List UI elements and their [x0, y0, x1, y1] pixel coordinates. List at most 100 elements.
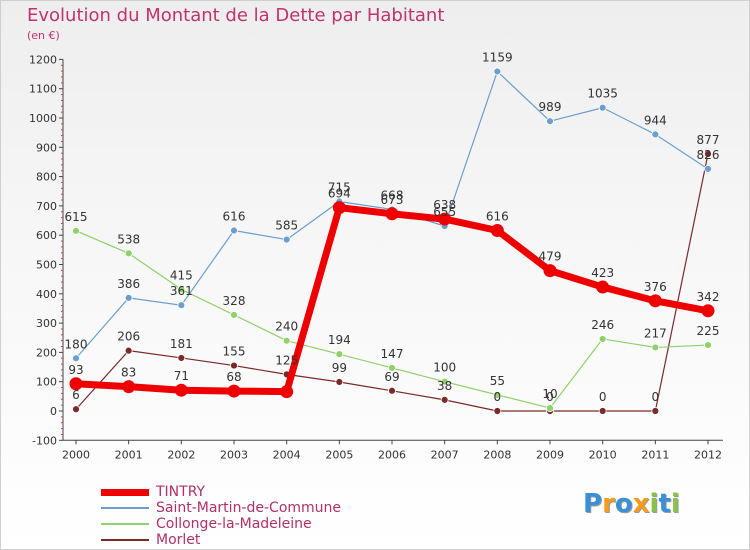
x-tick-label: 2007	[431, 448, 459, 461]
data-label: 206	[117, 330, 140, 344]
data-label: 0	[652, 390, 660, 404]
data-label: 415	[170, 268, 193, 282]
logo-letter: P	[583, 489, 603, 519]
y-tick-label: 700	[36, 200, 57, 213]
data-point	[543, 264, 557, 278]
data-point	[704, 150, 712, 158]
y-tick-label: 0	[50, 405, 57, 418]
legend-swatch	[101, 488, 149, 496]
data-label: 225	[697, 324, 720, 338]
data-point	[174, 383, 188, 397]
data-point	[124, 294, 133, 302]
data-label: 715	[328, 181, 351, 195]
y-tick-label: 300	[36, 317, 57, 330]
data-label: 826	[697, 148, 720, 162]
data-label: 0	[546, 390, 554, 404]
legend-swatch	[101, 507, 149, 509]
data-point	[69, 377, 83, 391]
data-label: 217	[644, 326, 667, 340]
data-point	[546, 404, 554, 412]
y-tick-label: 800	[36, 171, 57, 184]
data-label: 55	[490, 374, 505, 388]
legend-swatch	[101, 539, 149, 541]
data-point	[124, 346, 133, 355]
data-label: 1159	[482, 50, 513, 64]
data-label: 1035	[587, 87, 618, 101]
data-point	[704, 341, 712, 349]
data-point	[493, 407, 502, 415]
data-label: 93	[68, 363, 83, 377]
data-label: 386	[117, 277, 140, 291]
x-tick-label: 2009	[536, 448, 564, 461]
data-label: 423	[591, 266, 614, 280]
data-label: 989	[539, 100, 562, 114]
y-tick-label: 600	[36, 229, 57, 242]
data-label: 6	[72, 388, 80, 402]
data-point	[72, 354, 80, 363]
data-point	[385, 207, 399, 221]
data-label: 479	[539, 250, 562, 264]
data-point	[388, 364, 396, 372]
data-point	[335, 350, 344, 359]
y-tick-label: 200	[36, 346, 57, 359]
data-label: 83	[121, 366, 136, 380]
y-tick-label: 1100	[29, 83, 57, 96]
y-tick-label: 1000	[29, 112, 57, 125]
data-point	[177, 285, 186, 294]
logo-letter: i	[649, 489, 659, 519]
data-label: 616	[486, 210, 509, 224]
data-point	[282, 336, 291, 345]
data-point	[280, 385, 294, 399]
data-label: 694	[328, 187, 351, 201]
legend-label: Saint-Martin-de-Commune	[156, 500, 342, 516]
logo-letter: t	[658, 489, 671, 519]
legend-label: TINTRY	[156, 484, 206, 500]
data-point	[438, 212, 452, 226]
data-label: 585	[275, 219, 298, 233]
x-tick-label: 2008	[483, 448, 511, 461]
data-label: 99	[332, 361, 347, 375]
x-tick-label: 2002	[167, 448, 195, 461]
logo-letter: i	[670, 489, 680, 519]
data-point	[598, 335, 607, 343]
data-point	[648, 294, 662, 308]
data-label: 361	[170, 284, 193, 298]
data-label: 376	[644, 280, 667, 294]
x-tick-label: 2004	[273, 448, 301, 461]
data-point	[598, 407, 607, 415]
x-tick-label: 2010	[589, 448, 617, 461]
x-tick-label: 2006	[378, 448, 406, 461]
y-tick-label: 900	[36, 141, 57, 154]
data-point	[122, 380, 136, 394]
data-point	[546, 117, 554, 126]
data-label: 944	[644, 113, 667, 127]
data-point	[440, 395, 449, 404]
data-label: 147	[381, 347, 404, 361]
data-label: 69	[384, 370, 399, 384]
chart-subtitle: (en €)	[27, 29, 60, 42]
logo-letter: o	[614, 489, 633, 519]
x-tick-label: 2000	[62, 448, 90, 461]
data-point	[651, 130, 660, 139]
line-chart: -100010020030040050060070080090010001100…	[29, 50, 723, 461]
y-tick-label: -100	[32, 434, 57, 447]
data-point	[701, 304, 715, 318]
data-label: 71	[174, 369, 189, 383]
proxiti-logo: Proxiti	[583, 489, 680, 519]
data-label: 655	[433, 205, 456, 219]
data-label: 155	[223, 345, 246, 359]
data-label: 240	[275, 320, 298, 334]
data-label: 638	[433, 198, 456, 212]
data-label: 194	[328, 333, 351, 347]
data-point	[493, 67, 502, 76]
data-label: 38	[437, 379, 452, 393]
data-label: 616	[223, 210, 246, 224]
data-point	[440, 377, 449, 386]
data-label: 877	[697, 133, 720, 147]
x-tick-label: 2005	[325, 448, 353, 461]
data-point	[490, 224, 504, 238]
data-point	[388, 386, 396, 395]
x-tick-label: 2001	[115, 448, 143, 461]
data-point	[227, 384, 241, 398]
